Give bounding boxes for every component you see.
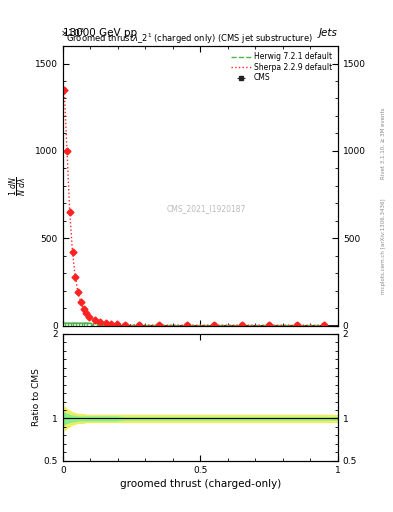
Sherpa 2.2.9 default	[81, 306, 86, 312]
Herwig 7.2.1 default	[73, 322, 78, 328]
Sherpa 2.2.9 default	[212, 322, 217, 328]
Sherpa 2.2.9 default	[108, 321, 114, 327]
Sherpa 2.2.9 default	[84, 310, 89, 316]
Sherpa 2.2.9 default	[73, 273, 78, 280]
Text: Rivet 3.1.10, ≥ 3M events: Rivet 3.1.10, ≥ 3M events	[381, 108, 386, 179]
Herwig 7.2.1 default	[294, 322, 299, 328]
Herwig 7.2.1 default	[267, 322, 272, 328]
Sherpa 2.2.9 default	[239, 322, 244, 328]
Herwig 7.2.1 default	[184, 322, 189, 328]
Sherpa 2.2.9 default	[294, 322, 299, 328]
Sherpa 2.2.9 default	[98, 318, 103, 325]
Sherpa 2.2.9 default	[76, 289, 81, 295]
Sherpa 2.2.9 default	[64, 148, 70, 154]
Sherpa 2.2.9 default	[184, 322, 189, 328]
Herwig 7.2.1 default	[64, 322, 70, 328]
X-axis label: groomed thrust (charged-only): groomed thrust (charged-only)	[120, 479, 281, 489]
Sherpa 2.2.9 default	[267, 322, 272, 328]
Herwig 7.2.1 default	[114, 322, 119, 328]
Herwig 7.2.1 default	[79, 322, 83, 328]
Legend: Herwig 7.2.1 default, Sherpa 2.2.9 default, CMS: Herwig 7.2.1 default, Sherpa 2.2.9 defau…	[229, 50, 334, 84]
Herwig 7.2.1 default	[98, 322, 103, 328]
Text: mcplots.cern.ch [arXiv:1306.3436]: mcplots.cern.ch [arXiv:1306.3436]	[381, 198, 386, 293]
Sherpa 2.2.9 default	[79, 299, 83, 305]
Text: 13000 GeV pp: 13000 GeV pp	[63, 28, 137, 38]
Text: Jets: Jets	[319, 28, 338, 38]
Herwig 7.2.1 default	[123, 322, 127, 328]
Herwig 7.2.1 default	[70, 322, 75, 328]
Herwig 7.2.1 default	[157, 322, 162, 328]
Herwig 7.2.1 default	[62, 322, 67, 328]
Herwig 7.2.1 default	[68, 322, 72, 328]
Line: Sherpa 2.2.9 default: Sherpa 2.2.9 default	[64, 90, 324, 325]
Sherpa 2.2.9 default	[136, 322, 141, 328]
Herwig 7.2.1 default	[92, 322, 97, 328]
Sherpa 2.2.9 default	[103, 319, 108, 326]
Sherpa 2.2.9 default	[123, 322, 127, 328]
Sherpa 2.2.9 default	[70, 249, 75, 255]
Herwig 7.2.1 default	[81, 322, 86, 328]
Herwig 7.2.1 default	[322, 322, 327, 328]
Text: CMS_2021_I1920187: CMS_2021_I1920187	[166, 204, 246, 212]
Y-axis label: $\frac{1}{N}\frac{dN}{d\lambda}$: $\frac{1}{N}\frac{dN}{d\lambda}$	[8, 176, 29, 196]
Herwig 7.2.1 default	[103, 322, 108, 328]
Herwig 7.2.1 default	[212, 322, 217, 328]
Sherpa 2.2.9 default	[86, 314, 91, 320]
Herwig 7.2.1 default	[136, 322, 141, 328]
Y-axis label: Ratio to CMS: Ratio to CMS	[32, 368, 41, 426]
Text: Groomed thrust$\lambda\_2^1$ (charged only) (CMS jet substructure): Groomed thrust$\lambda\_2^1$ (charged on…	[66, 32, 312, 46]
Sherpa 2.2.9 default	[62, 87, 67, 93]
Sherpa 2.2.9 default	[92, 317, 97, 323]
Herwig 7.2.1 default	[108, 322, 114, 328]
Herwig 7.2.1 default	[76, 322, 81, 328]
Sherpa 2.2.9 default	[114, 321, 119, 327]
Herwig 7.2.1 default	[86, 322, 91, 328]
Sherpa 2.2.9 default	[68, 209, 72, 215]
Text: $\times 10^3$: $\times 10^3$	[60, 27, 85, 39]
Herwig 7.2.1 default	[84, 322, 89, 328]
Sherpa 2.2.9 default	[157, 322, 162, 328]
Sherpa 2.2.9 default	[322, 322, 327, 328]
Herwig 7.2.1 default	[239, 322, 244, 328]
